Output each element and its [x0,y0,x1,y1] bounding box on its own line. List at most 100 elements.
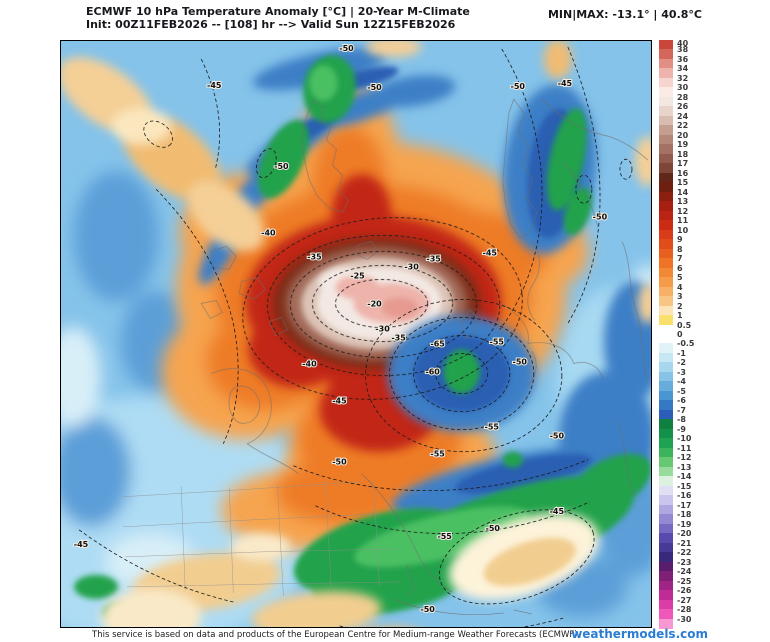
colorbar-swatch [659,580,673,591]
colorbar-tick-label: 32 [677,73,689,83]
title-line1: ECMWF 10 hPa Temperature Anomaly [°C] | … [86,5,470,18]
contour-label: -55 [485,423,500,432]
colorbar [659,40,673,629]
colorbar-tick-label: -1 [677,348,686,358]
colorbar-swatch [659,590,673,601]
colorbar-tick-label: 15 [677,178,689,188]
colorbar-tick-label: -28 [677,605,692,615]
colorbar-tick-label: 1 [677,311,683,321]
colorbar-swatch [659,381,673,392]
colorbar-tick-label: -16 [677,491,692,501]
colorbar-tick-label: 9 [677,235,683,245]
title-line2: Init: 00Z11FEB2026 -- [108] hr --> Valid… [86,18,456,31]
colorbar-tick-label: -14 [677,472,692,482]
colorbar-tick-label: -10 [677,434,692,444]
contour-label: -45 [550,507,565,516]
colorbar-tick-label: 8 [677,244,683,254]
contour-label: -50 [332,458,347,467]
colorbar-tick-label: 24 [677,111,689,121]
colorbar-swatch [659,571,673,582]
contour-label: -40 [302,360,317,369]
colorbar-tick-label: -12 [677,453,692,463]
colorbar-tick-label: -2 [677,358,686,368]
colorbar-tick-label: -0.5 [677,339,695,349]
contour-label: -35 [307,252,322,261]
colorbar-swatch [659,163,673,174]
colorbar-swatch [659,49,673,60]
colorbar-tick-label: -6 [677,396,686,406]
contour-label: -50 [550,432,565,441]
colorbar-swatch [659,438,673,449]
colorbar-swatch [659,533,673,544]
colorbar-swatch [659,457,673,468]
colorbar-swatch [659,296,673,307]
colorbar-tick-label: 19 [677,140,689,150]
contour-label: -20 [367,299,382,308]
colorbar-swatch [659,210,673,221]
colorbar-swatch [659,229,673,240]
warm-anomaly-pink-max [381,297,418,318]
green-highlights [309,65,530,568]
colorbar-swatch [659,77,673,88]
contour-label: -50 [420,605,435,614]
colorbar-swatch [659,466,673,477]
colorbar-swatch [659,476,673,487]
colorbar-tick-label: 18 [677,149,689,159]
colorbar-tick-label: -23 [677,557,692,567]
attribution-text: This service is based on data and produc… [92,630,578,640]
colorbar-tick-label: 14 [677,187,689,197]
contour-label: -45 [74,540,89,549]
colorbar-tick-label: 17 [677,159,689,169]
colorbar-tick-label: 26 [677,102,689,112]
colorbar-swatch [659,191,673,202]
colorbar-tick-label: -8 [677,415,686,425]
colorbar-tick-label: -26 [677,586,692,596]
colorbar-tick-label: -21 [677,538,692,548]
colorbar-swatch [659,115,673,126]
contour-label: -45 [483,248,498,257]
colorbar-tick-label: 12 [677,206,689,216]
colorbar-tick-label: -4 [677,377,686,387]
colorbar-swatch [659,343,673,354]
contour-label: -50 [339,44,354,53]
contour-label: -55 [430,450,445,459]
coastlines [123,98,649,615]
contour-label: -45 [332,397,347,406]
brand-link[interactable]: weathermodels.com [571,627,708,641]
colorbar-tick-label: 34 [677,64,689,74]
colorbar-swatch [659,542,673,553]
colorbar-tick-label: 2 [677,301,683,311]
colorbar-swatch [659,561,673,572]
colorbar-swatch [659,609,673,620]
colorbar-swatch [659,286,673,297]
contour-label: -30 [375,324,390,333]
contour-label: -35 [426,254,441,263]
colorbar-tick-label: -9 [677,424,686,434]
colorbar-swatch [659,362,673,373]
anomaly-map: -45-50-50 -50 -45-50-50-40-35-25-30-35-45-… [61,41,651,627]
colorbar-swatch [659,618,673,629]
contour-label: -50 [367,83,382,92]
colorbar-tick-label: -18 [677,510,692,520]
colorbar-tick-label: -20 [677,529,692,539]
colorbar-swatch [659,220,673,231]
contour-label: -45 [558,79,573,88]
colorbar-tick-label: 10 [677,225,689,235]
colorbar-tick-label: -30 [677,614,692,624]
colorbar-swatch [659,58,673,70]
colorbar-labels: 40 38 36 34 32 30 28 26 24 22 20 19 18 17 16 15 14 13 12 11… [677,40,707,628]
colorbar-tick-label: 3 [677,292,683,302]
contour-label: -50 [486,524,501,533]
colorbar-swatch [659,352,673,364]
colorbar-tick-label: 13 [677,197,689,207]
map-frame: -45 -50 -50 -50 -45 -50 -50 -40 -35 -25 -30 -35 -45-… [60,40,652,628]
colorbar-swatch [659,201,673,212]
colorbar-swatch [659,87,673,98]
page-title: ECMWF 10 hPa Temperature Anomaly [°C] | … [86,5,470,31]
colorbar-swatch [659,390,673,401]
colorbar-tick-label: 36 [677,54,689,64]
colorbar-swatch [659,239,673,250]
colorbar-tick-label: -11 [677,443,692,453]
colorbar-swatch [659,599,673,610]
colorbar-swatch [659,523,673,534]
